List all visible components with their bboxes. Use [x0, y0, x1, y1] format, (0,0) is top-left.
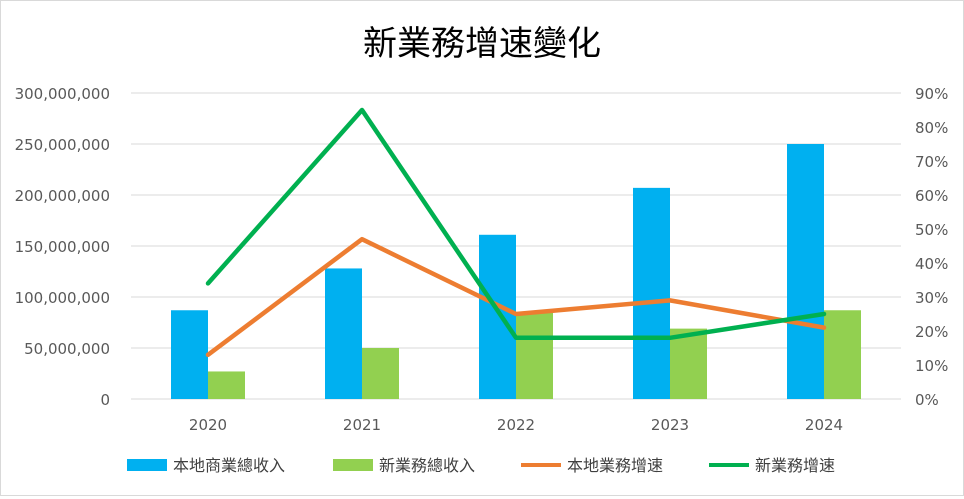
x-tick-label: 2021 — [343, 416, 381, 434]
bar — [325, 268, 362, 399]
y-left-tick-label: 150,000,000 — [15, 238, 110, 256]
bar — [479, 234, 516, 399]
y-right-tick-label: 50% — [915, 221, 948, 239]
lines — [205, 107, 827, 358]
y-right-tick-label: 30% — [915, 289, 948, 307]
bar — [516, 312, 553, 399]
series-line — [205, 236, 827, 358]
y-right-tick-label: 80% — [915, 119, 948, 137]
y-left-tick-label: 300,000,000 — [15, 85, 110, 103]
bar — [362, 348, 399, 399]
y-left-tick-label: 50,000,000 — [24, 340, 110, 358]
y-right-tick-label: 60% — [915, 187, 948, 205]
legend-swatch — [333, 459, 373, 471]
y-right-tick-label: 70% — [915, 153, 948, 171]
y-right-tick-label: 0% — [915, 391, 939, 409]
y-right-tick-label: 40% — [915, 255, 948, 273]
legend: 本地商業總收入 新業務總收入 本地業務增速 新業務增速 — [127, 456, 835, 475]
legend-swatch — [127, 459, 167, 471]
legend-label: 新業務總收入 — [379, 456, 475, 475]
bar — [171, 310, 208, 399]
y-left-tick-label: 0 — [100, 391, 110, 409]
series-line — [205, 107, 827, 341]
chart-title: 新業務增速變化 — [363, 24, 601, 64]
y-right-tick-label: 90% — [915, 85, 948, 103]
bar — [633, 187, 670, 399]
y-left-tick-label: 250,000,000 — [15, 136, 110, 154]
bar — [208, 371, 245, 399]
x-tick-label: 2024 — [805, 416, 843, 434]
bar — [824, 310, 861, 399]
left-axis: 0 50,000,000 100,000,000 150,000,000 200,000… — [15, 85, 110, 409]
y-left-tick-label: 200,000,000 — [15, 187, 110, 205]
x-tick-label: 2023 — [651, 416, 689, 434]
y-right-tick-label: 10% — [915, 357, 948, 375]
x-tick-label: 2020 — [189, 416, 227, 434]
bar — [670, 328, 707, 399]
legend-label: 本地商業總收入 — [173, 456, 285, 475]
legend-label: 新業務增速 — [755, 456, 835, 475]
x-tick-label: 2022 — [497, 416, 535, 434]
bar — [787, 144, 824, 399]
bars — [171, 144, 861, 399]
y-right-tick-label: 20% — [915, 323, 948, 341]
x-axis: 2020 2021 2022 2023 2024 — [189, 416, 843, 434]
right-axis: 0% 10% 20% 30% 40% 50% 60% 70% 80% 90% — [915, 85, 948, 409]
y-left-tick-label: 100,000,000 — [15, 289, 110, 307]
legend-label: 本地業務增速 — [567, 456, 663, 475]
